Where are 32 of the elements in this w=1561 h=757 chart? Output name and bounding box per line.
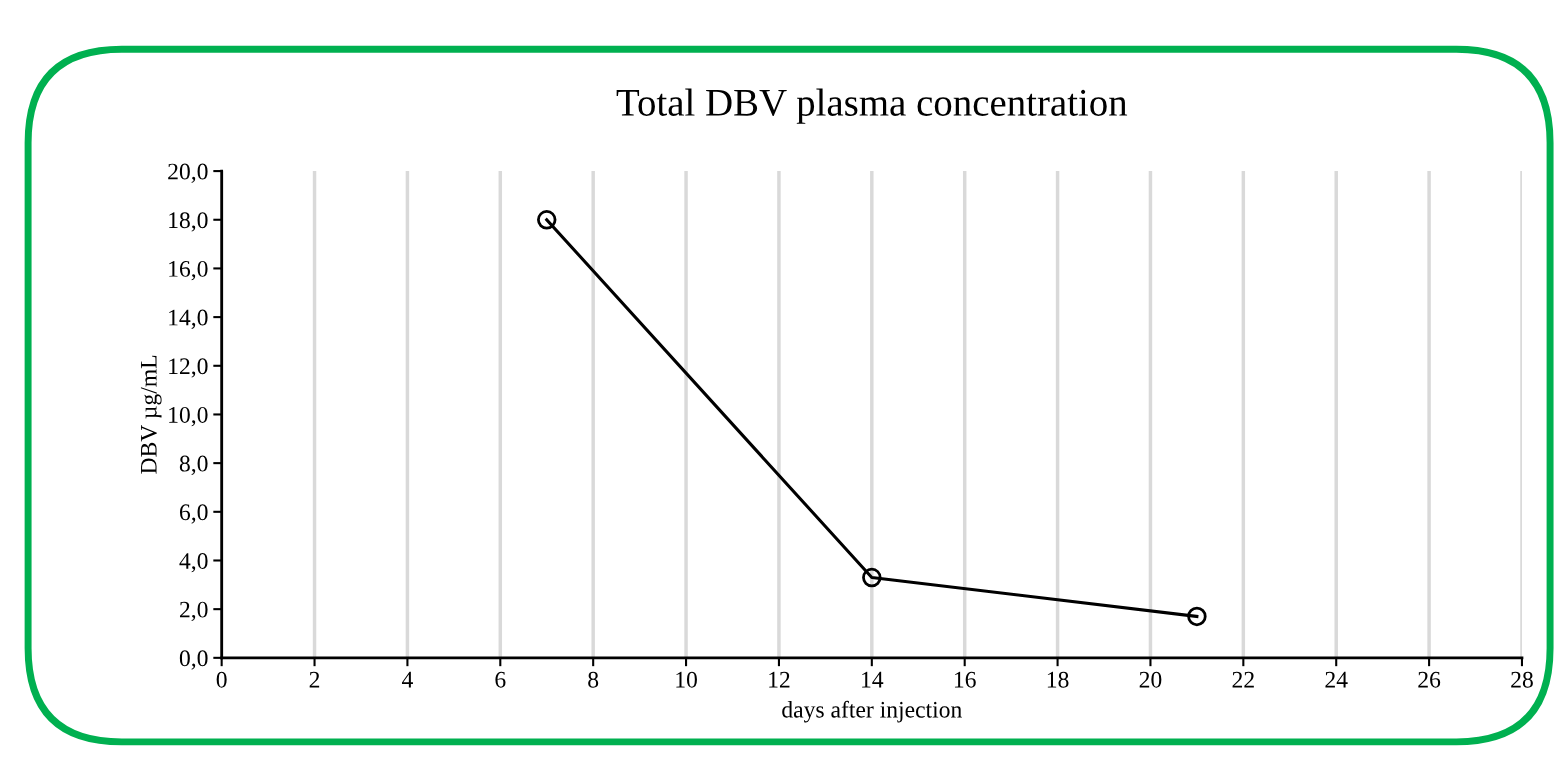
x-tick-label: 24 (1325, 671, 1348, 688)
x-tick-label: 14 (862, 671, 884, 688)
x-tick-label: 12 (769, 671, 790, 688)
x-tick-label: 10 (676, 671, 697, 688)
x-tick-label: 22 (1232, 671, 1254, 688)
chart-title: Total DBV plasma concentration (616, 88, 1128, 124)
y-tick-label: 10,0 (169, 406, 208, 427)
x-axis-title: days after injection (782, 700, 962, 723)
y-tick-label: 0,0 (179, 650, 208, 670)
y-tick-label: 20,0 (168, 163, 208, 183)
y-axis-title: DBV µg/mL (140, 355, 162, 474)
point (862, 567, 882, 588)
x-tick-label: 26 (1418, 671, 1441, 688)
x-tick-label: 6 (495, 671, 506, 688)
x-tick-label: 4 (401, 671, 413, 688)
y-tick-label: 14,0 (169, 309, 208, 329)
y-tick-label: 6,0 (179, 504, 208, 524)
x-tick-label: 28 (1511, 671, 1533, 688)
x-tick-label: 2 (309, 671, 320, 688)
y-tick-label: 2,0 (179, 601, 208, 621)
x-tick-label: 18 (1047, 671, 1069, 688)
x-tick-label: 8 (588, 671, 599, 688)
point (1187, 606, 1207, 627)
y-tick-label: 4,0 (179, 552, 208, 573)
x-tick-label: 0 (216, 671, 227, 688)
y-tick-label: 12,0 (169, 358, 208, 378)
x-tick-label: 16 (954, 671, 976, 688)
y-tick-label: 18,0 (169, 212, 208, 232)
point (537, 210, 557, 230)
y-tick-label: 8,0 (179, 455, 208, 475)
x-tick-label: 20 (1139, 671, 1162, 688)
y-tick-label: 16,0 (169, 260, 208, 281)
